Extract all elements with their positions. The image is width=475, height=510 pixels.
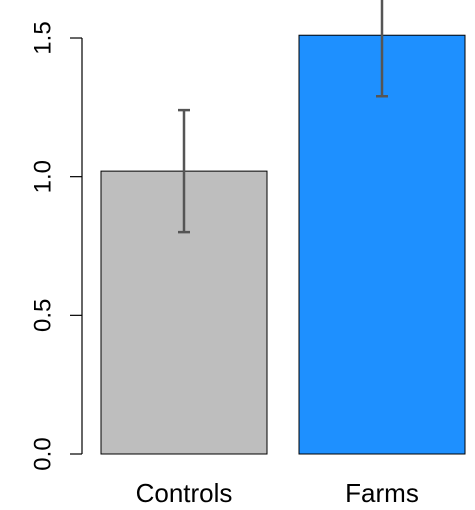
y-tick-label: 0.5 — [29, 299, 56, 332]
x-tick-label-farms: Farms — [345, 478, 419, 508]
error-bars-group — [178, 0, 388, 234]
bar-farms — [298, 34, 466, 455]
y-tick-label: 1.5 — [29, 21, 56, 54]
y-tick-label: 1.0 — [29, 160, 56, 193]
y-tick-label: 0.0 — [29, 437, 56, 470]
x-axis-labels: Controls Farms — [136, 478, 419, 508]
x-tick-label-controls: Controls — [136, 478, 233, 508]
bars-group — [100, 34, 466, 455]
y-axis: 0.0 0.5 1.0 1.5 — [29, 21, 83, 471]
